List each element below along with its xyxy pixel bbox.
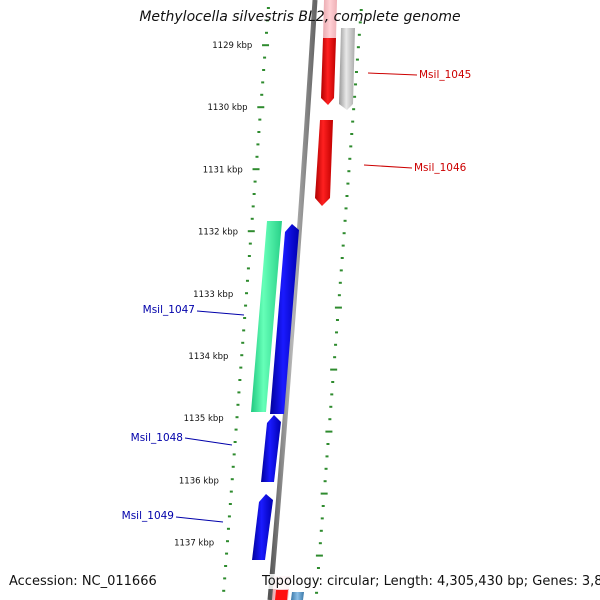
cds-msil-1047[interactable] [270,224,299,414]
genome-backbone [267,0,318,600]
gene-leader-line [196,310,245,316]
tick-label: 1135 kbp [184,414,224,424]
gene-leader-line [184,437,233,446]
gene-label-msil-1047[interactable]: Msil_1047 [143,304,195,316]
gene-track-grey [339,28,355,110]
gene-leader-line [363,164,413,169]
cds-msil-1048[interactable] [261,415,281,482]
cds-bottom-steel [291,592,304,600]
gene-leader-line [175,516,224,523]
cds-msil-1046[interactable] [315,120,333,206]
gene-label-msil-1046[interactable]: Msil_1046 [414,162,467,174]
tick-label: 1131 kbp [203,165,243,175]
cds-msil-1049[interactable] [252,494,273,560]
cds-bottom-red [275,590,288,600]
genome-title: Methylocella silvestris BL2, complete ge… [139,9,461,25]
gene-label-msil-1045[interactable]: Msil_1045 [419,69,471,81]
accession-label: Accession: NC_011666 [9,574,157,589]
gene-label-msil-1048[interactable]: Msil_1048 [131,432,183,444]
cds-msil-1045[interactable] [321,38,336,105]
gene-leader-line [367,72,418,76]
topology-summary: Topology: circular; Length: 4,305,430 bp… [262,574,600,589]
gene-track-pink-top [323,0,337,38]
tick-label: 1133 kbp [193,290,233,300]
tick-label: 1136 kbp [179,476,219,486]
tick-label: 1132 kbp [198,228,238,238]
gene-msil-1047[interactable] [251,221,282,412]
gene-label-msil-1049[interactable]: Msil_1049 [122,510,174,522]
tick-label: 1137 kbp [174,539,214,549]
inner-tick-ring [222,7,270,592]
gene-labels: Msil_1045 Msil_1046 Msil_1047 Msil_1048 Msil… [122,69,471,523]
tick-label: 1130 kbp [207,103,247,113]
tick-label: 1129 kbp [212,41,252,51]
tick-label: 1134 kbp [188,352,228,362]
tick-labels: 1129 kbp 1130 kbp 1131 kbp 1132 kbp 1133 kbp… [174,41,252,549]
